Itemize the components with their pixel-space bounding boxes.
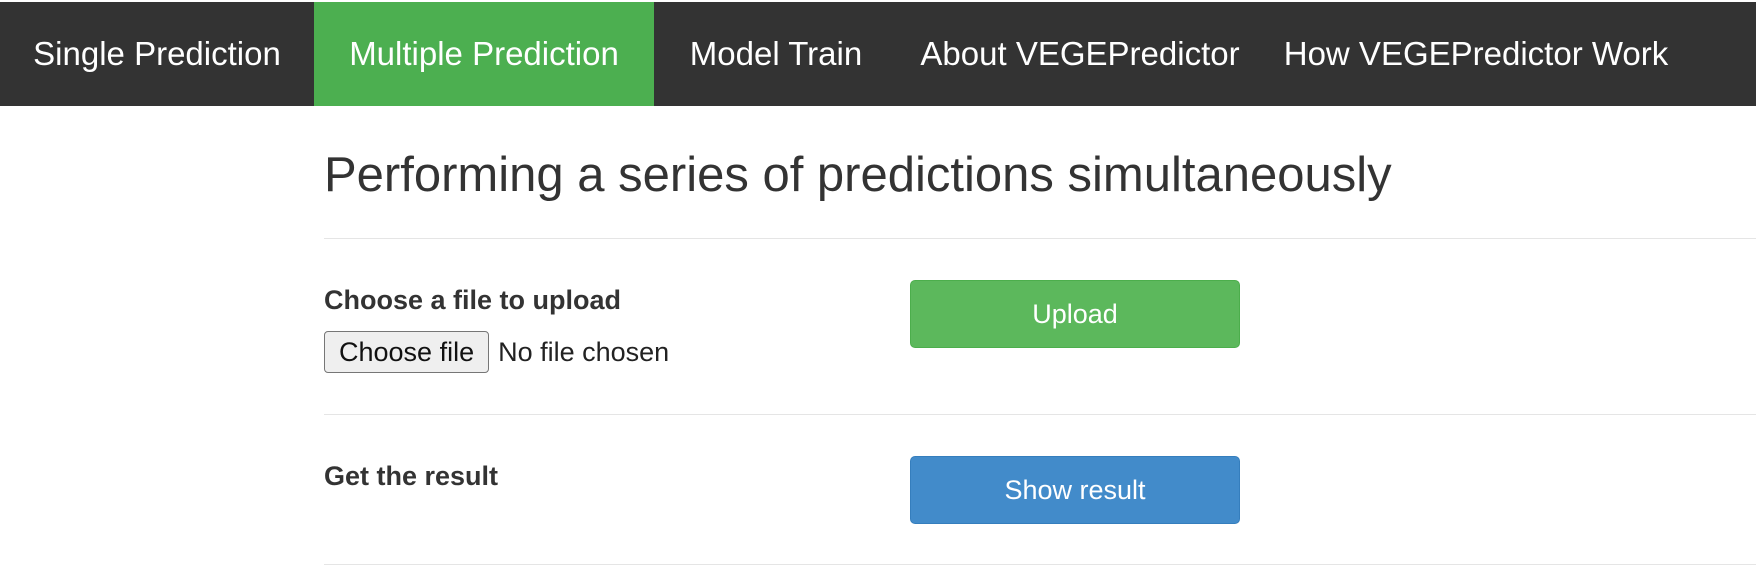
file-status-text: No file chosen [498, 336, 670, 367]
upload-label: Choose a file to upload [324, 285, 622, 315]
file-input: Choose file No file chosen [324, 331, 669, 373]
result-label: Get the result [324, 461, 499, 491]
nav-item-single-prediction[interactable]: Single Prediction [33, 35, 281, 72]
choose-file-button[interactable]: Choose file [324, 331, 490, 373]
upload-button[interactable]: Upload [910, 280, 1240, 348]
show-result-button[interactable]: Show result [910, 456, 1240, 524]
section-divider [324, 414, 1756, 415]
nav-item-how-it-works[interactable]: How VEGEPredictor Work [1283, 35, 1669, 72]
top-navbar: Single Prediction Multiple Prediction Mo… [0, 2, 1756, 106]
section-divider [324, 564, 1756, 565]
nav-item-about[interactable]: About VEGEPredictor [920, 35, 1240, 72]
page-title: Performing a series of predictions simul… [324, 148, 1392, 202]
section-divider [324, 238, 1756, 239]
nav-item-multiple-prediction[interactable]: Multiple Prediction [314, 2, 654, 106]
nav-item-model-train[interactable]: Model Train [689, 35, 863, 72]
